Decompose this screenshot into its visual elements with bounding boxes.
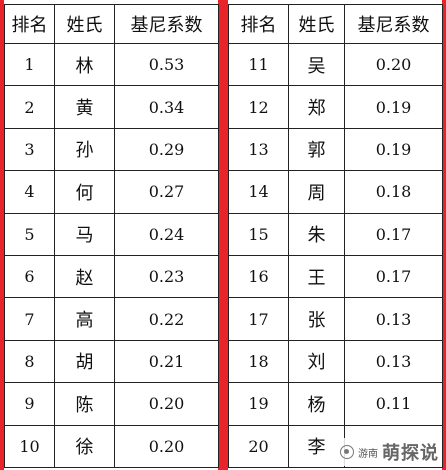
header-gini: 基尼系数 — [114, 4, 219, 44]
gini-cell: 0.17 — [344, 254, 443, 299]
surname-cell: 吴 — [288, 42, 345, 87]
surname-cell: 朱 — [288, 212, 345, 256]
table-row: 10 徐 0.20 — [4, 424, 219, 469]
rank-cell: 3 — [4, 127, 55, 172]
right-header-row: 排名 姓氏 基尼系数 — [228, 4, 443, 44]
left-table: 排名 姓氏 基尼系数 1 林 0.53 2 黄 0.34 3 孙 0.29 4 何 0.27 5 马 0.2… — [4, 4, 219, 469]
rank-cell: 5 — [4, 212, 55, 256]
surname-cell: 张 — [288, 297, 345, 341]
table-row: 1 林 0.53 — [4, 42, 219, 87]
table-row: 5 马 0.24 — [4, 212, 219, 256]
table-row: 15 朱 0.17 — [228, 212, 443, 256]
table-row: 13 郭 0.19 — [228, 127, 443, 172]
surname-cell: 何 — [54, 170, 115, 214]
rank-cell: 14 — [228, 170, 289, 214]
surname-cell: 黄 — [54, 85, 115, 129]
table-row: 19 杨 0.11 — [228, 382, 443, 426]
rank-cell: 15 — [228, 212, 289, 256]
surname-cell: 胡 — [54, 339, 115, 384]
table-row: 11 吴 0.20 — [228, 42, 443, 87]
rank-cell: 19 — [228, 382, 289, 426]
rank-cell: 20 — [228, 424, 289, 469]
rank-cell: 17 — [228, 297, 289, 341]
rank-cell: 1 — [4, 42, 55, 87]
left-header-row: 排名 姓氏 基尼系数 — [4, 4, 219, 44]
surname-cell: 孙 — [54, 127, 115, 172]
surname-cell: 周 — [288, 170, 345, 214]
rank-cell: 6 — [4, 254, 55, 299]
header-surname: 姓氏 — [54, 4, 115, 44]
gini-cell: 0.19 — [344, 85, 443, 129]
table-row: 16 王 0.17 — [228, 254, 443, 299]
table-row: 17 张 0.13 — [228, 297, 443, 341]
surname-cell: 徐 — [54, 424, 115, 469]
gini-cell: 0.13 — [344, 297, 443, 341]
table-row: 7 高 0.22 — [4, 297, 219, 341]
table-row: 18 刘 0.13 — [228, 339, 443, 384]
table-row: 4 何 0.27 — [4, 170, 219, 214]
rank-cell: 7 — [4, 297, 55, 341]
gini-cell: 0.20 — [114, 382, 219, 426]
surname-cell: 李 — [288, 424, 345, 469]
gini-cell: 0.20 — [114, 424, 219, 469]
watermark: 游南 萌探说 — [337, 438, 442, 466]
table-row: 2 黄 0.34 — [4, 85, 219, 129]
center-red-divider — [218, 0, 228, 470]
right-table: 排名 姓氏 基尼系数 11 吴 0.20 12 郑 0.19 13 郭 0.19 14 周 0.18 1… — [228, 4, 443, 469]
rank-cell: 4 — [4, 170, 55, 214]
watermark-small-text: 游南 — [358, 448, 378, 460]
gini-cell: 0.22 — [114, 297, 219, 341]
gini-cell: 0.18 — [344, 170, 443, 214]
surname-cell: 马 — [54, 212, 115, 256]
rank-cell: 16 — [228, 254, 289, 299]
rank-cell: 18 — [228, 339, 289, 384]
gini-cell: 0.24 — [114, 212, 219, 256]
rank-cell: 12 — [228, 85, 289, 129]
left-red-border — [0, 0, 4, 470]
table-row: 8 胡 0.21 — [4, 339, 219, 384]
surname-cell: 刘 — [288, 339, 345, 384]
header-rank: 排名 — [228, 4, 289, 44]
gini-cell: 0.19 — [344, 127, 443, 172]
header-surname: 姓氏 — [288, 4, 345, 44]
right-table-panel: 排名 姓氏 基尼系数 11 吴 0.20 12 郑 0.19 13 郭 0.19 14 周 0.18 1… — [228, 4, 443, 469]
rank-cell: 11 — [228, 42, 289, 87]
surname-cell: 林 — [54, 42, 115, 87]
gini-cell: 0.53 — [114, 42, 219, 87]
rank-cell: 13 — [228, 127, 289, 172]
gini-cell: 0.13 — [344, 339, 443, 384]
rank-cell: 2 — [4, 85, 55, 129]
gini-cell: 0.27 — [114, 170, 219, 214]
header-gini: 基尼系数 — [344, 4, 443, 44]
surname-cell: 王 — [288, 254, 345, 299]
gini-cell: 0.21 — [114, 339, 219, 384]
table-row: 3 孙 0.29 — [4, 127, 219, 172]
gini-cell: 0.20 — [344, 42, 443, 87]
table-row: 12 郑 0.19 — [228, 85, 443, 129]
gini-cell: 0.11 — [344, 382, 443, 426]
surname-cell: 赵 — [54, 254, 115, 299]
table-row: 6 赵 0.23 — [4, 254, 219, 299]
rank-cell: 9 — [4, 382, 55, 426]
table-row: 14 周 0.18 — [228, 170, 443, 214]
surname-cell: 杨 — [288, 382, 345, 426]
left-table-panel: 排名 姓氏 基尼系数 1 林 0.53 2 黄 0.34 3 孙 0.29 4 何 0.27 5 马 0.2… — [4, 4, 219, 469]
table-row: 9 陈 0.20 — [4, 382, 219, 426]
gini-cell: 0.17 — [344, 212, 443, 256]
surname-cell: 郑 — [288, 85, 345, 129]
right-red-border — [442, 0, 446, 470]
surname-cell: 郭 — [288, 127, 345, 172]
gini-cell: 0.34 — [114, 85, 219, 129]
wechat-icon — [340, 445, 354, 459]
gini-cell: 0.29 — [114, 127, 219, 172]
rank-cell: 8 — [4, 339, 55, 384]
rank-cell: 10 — [4, 424, 55, 469]
gini-cell: 0.23 — [114, 254, 219, 299]
surname-cell: 陈 — [54, 382, 115, 426]
watermark-brand-text: 萌探说 — [382, 443, 439, 464]
header-rank: 排名 — [4, 4, 55, 44]
surname-cell: 高 — [54, 297, 115, 341]
